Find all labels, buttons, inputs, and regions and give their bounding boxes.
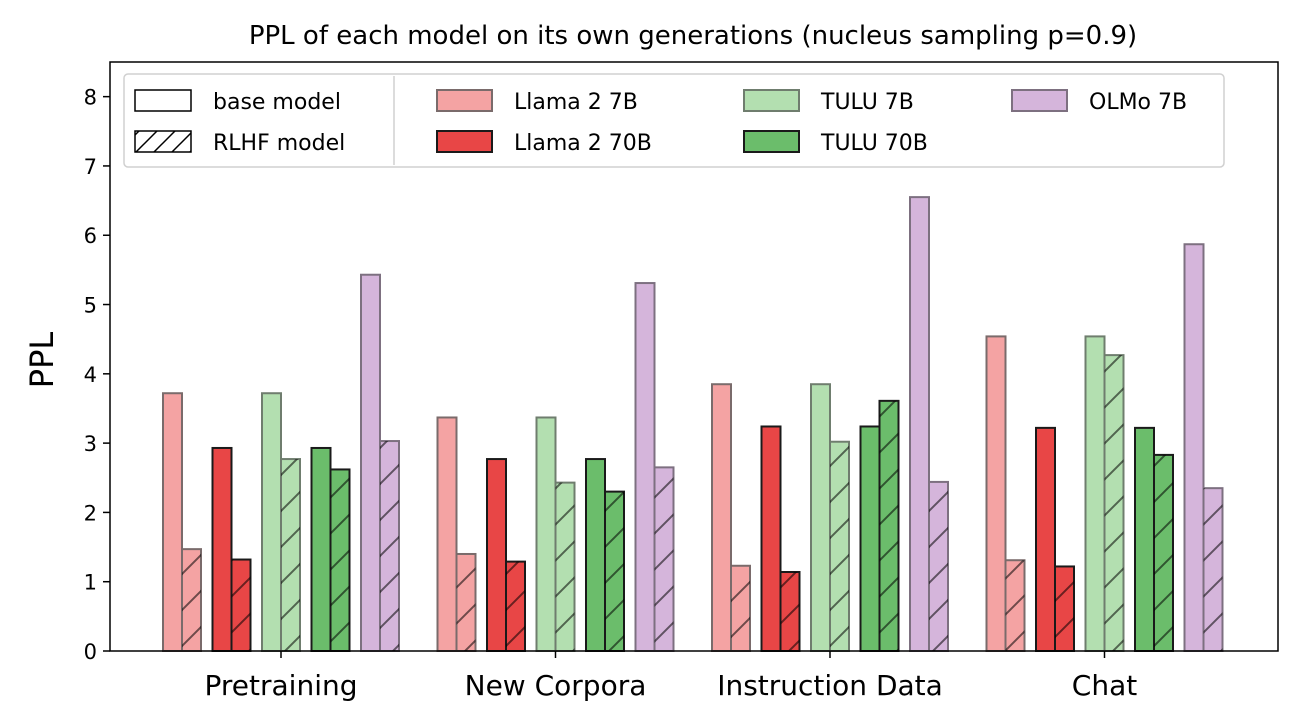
- bar-new-corpora-llama-2-7b-base: [436, 416, 458, 652]
- bars-layer: [162, 196, 1224, 653]
- bar-pretraining-llama-2-7b-rlhf-hatch: [182, 549, 201, 651]
- y-tick-label-5: 5: [84, 294, 97, 318]
- y-tick-label-8: 8: [84, 86, 97, 110]
- y-axis-label: PPL: [23, 332, 61, 389]
- bar-chat-llama-2-70b-base: [1035, 426, 1056, 653]
- legend-base-model-label: base model: [213, 90, 341, 115]
- y-tick-label-3: 3: [84, 432, 97, 456]
- bar-chat-tulu-7b-base: [1084, 335, 1106, 652]
- legend-label-olmo-7b: OLMo 7B: [1089, 90, 1187, 115]
- plot-frame: [109, 61, 1279, 652]
- x-tick-label-chat: Chat: [1072, 669, 1137, 702]
- legend-swatch-llama-2-7b: [436, 89, 493, 112]
- x-axis: Pretraining New Corpora Instruction Data Ch…: [205, 651, 1137, 702]
- bar-new-corpora-olmo-7b-rlhf-hatch: [654, 467, 674, 651]
- legend-label-llama-2-70b: Llama 2 70B: [514, 131, 652, 156]
- legend-swatch-llama-2-70b: [436, 130, 493, 153]
- x-tick-label-new-corpora: New Corpora: [465, 669, 647, 702]
- bar-pretraining-tulu-7b-base: [261, 392, 282, 652]
- bar-pretraining-olmo-7b-rlhf-hatch: [380, 441, 399, 651]
- bar-chat-tulu-70b-base: [1134, 426, 1155, 653]
- bar-new-corpora-llama-2-70b-base: [486, 458, 507, 652]
- bar-new-corpora-llama-2-70b-rlhf-hatch: [506, 561, 525, 651]
- bar-new-corpora-tulu-7b-base: [535, 416, 557, 652]
- bar-instruction-data-tulu-7b-rlhf-hatch: [830, 441, 849, 651]
- legend-label-tulu-70b: TULU 70B: [820, 131, 928, 156]
- bar-instruction-data-olmo-7b-rlhf-hatch: [929, 481, 948, 651]
- y-tick-label-0: 0: [84, 640, 97, 664]
- bar-pretraining-tulu-7b-rlhf-hatch: [281, 459, 300, 651]
- legend-base-model-swatch: [134, 89, 192, 112]
- bar-instruction-data-tulu-70b-rlhf-hatch: [879, 400, 899, 651]
- bar-new-corpora-olmo-7b-base: [634, 282, 656, 652]
- legend-swatch-tulu-7b: [743, 89, 800, 112]
- legend-swatch-tulu-70b: [743, 130, 800, 153]
- bar-new-corpora-llama-2-7b-rlhf-hatch: [456, 553, 476, 651]
- bar-pretraining-olmo-7b-base: [360, 273, 381, 652]
- bar-instruction-data-tulu-70b-base: [859, 425, 881, 652]
- y-tick-label-2: 2: [84, 501, 97, 525]
- bar-new-corpora-tulu-70b-rlhf-hatch: [605, 491, 624, 651]
- bar-chat-llama-2-7b-base: [985, 335, 1007, 652]
- bar-pretraining-llama-2-70b-rlhf-hatch: [231, 559, 251, 651]
- bar-chat-olmo-7b-base: [1183, 243, 1205, 652]
- bar-instruction-data-llama-2-7b-rlhf-hatch: [731, 565, 750, 651]
- legend-model-entries: Llama 2 7B Llama 2 70B TULU 7B TULU 70B OLMo…: [436, 89, 1187, 156]
- bar-chat-llama-2-7b-rlhf-hatch: [1005, 560, 1025, 651]
- bar-pretraining-llama-2-70b-base: [211, 446, 233, 652]
- bar-chat-tulu-70b-rlhf-hatch: [1154, 454, 1173, 651]
- x-tick-label-instruction-data: Instruction Data: [717, 669, 943, 702]
- bar-instruction-data-llama-2-70b-base: [760, 425, 782, 652]
- legend-rlhf-model-swatch: [134, 130, 192, 153]
- bar-instruction-data-olmo-7b-base: [909, 196, 930, 652]
- y-tick-label-4: 4: [84, 363, 97, 387]
- y-tick-label-1: 1: [84, 571, 97, 595]
- legend-swatch-olmo-7b: [1011, 89, 1068, 112]
- bar-instruction-data-llama-2-7b-base: [711, 383, 732, 652]
- bar-chat-llama-2-70b-rlhf-hatch: [1055, 566, 1074, 651]
- bar-instruction-data-llama-2-70b-rlhf-hatch: [780, 572, 800, 651]
- bar-pretraining-tulu-70b-rlhf-hatch: [330, 469, 350, 651]
- bar-pretraining-tulu-70b-base: [310, 446, 332, 652]
- legend-label-llama-2-7b: Llama 2 7B: [514, 90, 638, 115]
- y-axis: 0 1 2 3 4 5 6 7 8: [84, 86, 110, 664]
- chart-title: PPL of each model on its own generations…: [249, 21, 1137, 51]
- y-tick-label-6: 6: [84, 224, 97, 248]
- legend-label-tulu-7b: TULU 7B: [820, 90, 914, 115]
- bar-instruction-data-tulu-7b-base: [810, 383, 831, 652]
- bar-chat-olmo-7b-rlhf-hatch: [1203, 488, 1223, 651]
- x-tick-label-pretraining: Pretraining: [205, 669, 358, 702]
- y-tick-label-7: 7: [84, 155, 97, 179]
- legend-rlhf-model-label: RLHF model: [213, 131, 345, 156]
- bar-new-corpora-tulu-70b-base: [585, 458, 606, 652]
- bar-chat-tulu-7b-rlhf-hatch: [1104, 355, 1124, 651]
- bar-new-corpora-tulu-7b-rlhf-hatch: [555, 482, 575, 651]
- legend-frame: [123, 73, 1225, 168]
- bar-pretraining-llama-2-7b-base: [162, 392, 183, 652]
